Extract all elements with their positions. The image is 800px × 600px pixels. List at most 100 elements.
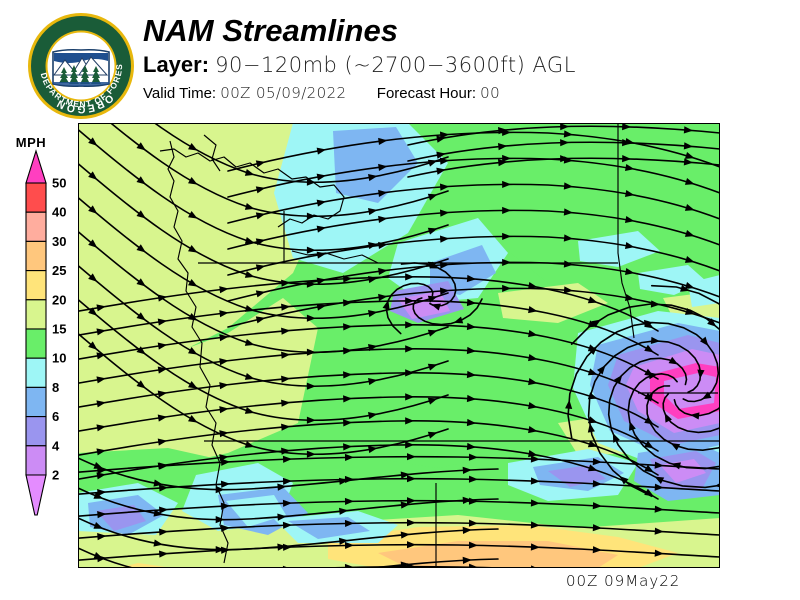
- colorbar-band: [25, 357, 47, 388]
- streamline-arrowhead: [619, 475, 629, 485]
- streamline-arrowhead: [436, 167, 446, 175]
- streamline-arrowhead: [565, 399, 573, 409]
- streamline-arrowhead: [96, 376, 106, 384]
- streamline-arrowhead: [343, 299, 353, 307]
- streamline: [227, 209, 720, 250]
- streamline-arrowhead: [654, 476, 665, 484]
- streamline-arrowhead: [612, 433, 620, 443]
- streamline-arrowhead: [136, 210, 146, 219]
- colorbar-tick-label: 50: [52, 176, 66, 191]
- map-panel[interactable]: [78, 123, 720, 568]
- streamline-arrowhead: [244, 372, 255, 380]
- streamline-arrowhead: [378, 293, 388, 302]
- field-region: [226, 495, 286, 527]
- streamline-arrowhead: [219, 334, 229, 342]
- streamline-arrowhead: [338, 537, 349, 545]
- streamline-arrowhead: [650, 336, 661, 345]
- streamline-arrowhead: [654, 461, 664, 469]
- streamline-arrowhead: [684, 152, 695, 159]
- streamline-arrowhead: [378, 215, 388, 224]
- streamline-arrowhead: [439, 261, 450, 269]
- colorbar-under-taper: [25, 474, 47, 516]
- title-block: NAM Streamlines Layer: 90−120mb (~2700−3…: [143, 14, 576, 103]
- coastline-path: [203, 134, 221, 172]
- colorbar-band: [25, 182, 47, 213]
- streamline-arrowhead: [497, 159, 508, 167]
- streamline-arrowhead: [429, 261, 440, 269]
- streamline-arrowhead: [563, 182, 574, 190]
- forecast-hour-value: 00: [480, 84, 501, 102]
- streamline-arrowhead: [407, 519, 417, 527]
- streamline-arrowhead: [697, 369, 705, 379]
- streamline-arrowhead: [255, 316, 266, 324]
- streamline-arrowhead: [707, 318, 717, 327]
- streamline-arrowhead: [367, 174, 378, 182]
- streamline-arrowhead: [528, 354, 538, 362]
- streamline: [227, 235, 720, 276]
- streamline-arrowhead: [466, 418, 477, 427]
- streamline-arrowhead: [244, 202, 255, 210]
- streamline-arrowhead: [219, 286, 229, 294]
- streamline-arrowhead: [405, 417, 415, 425]
- streamline-arrowhead: [624, 267, 635, 276]
- streamline-arrowhead: [277, 483, 287, 491]
- streamline-arrowhead: [96, 328, 106, 336]
- streamline-arrowhead: [624, 241, 635, 250]
- streamline: [78, 457, 499, 491]
- layer-line: Layer: 90−120mb (~2700−3600ft) AGL: [143, 52, 576, 78]
- streamline-arrowhead: [427, 363, 438, 371]
- streamline-arrowhead: [282, 543, 293, 551]
- streamline-arrowhead: [96, 472, 106, 480]
- streamline-arrowhead: [644, 440, 654, 449]
- streamline-arrowhead: [281, 447, 291, 455]
- streamline-arrowhead: [316, 251, 327, 259]
- streamline-arrowhead: [405, 321, 415, 329]
- streamline: [227, 157, 720, 198]
- colorbar-tick-label: 20: [52, 292, 66, 307]
- streamline-arrowhead: [158, 528, 169, 536]
- streamline-arrowhead: [88, 171, 98, 180]
- streamline-arrowhead: [624, 293, 635, 302]
- streamline-arrowhead: [281, 375, 291, 383]
- streamline-map[interactable]: [78, 123, 720, 568]
- streamline-arrowhead: [343, 371, 353, 379]
- streamline-arrowhead: [427, 431, 438, 439]
- streamline-arrowhead: [497, 127, 508, 135]
- streamline-arrowhead: [587, 296, 598, 304]
- streamline-arrowhead: [157, 390, 168, 398]
- streamline-arrowhead: [157, 414, 168, 422]
- streamline-arrowhead: [215, 546, 225, 554]
- colorbar-band: [25, 211, 47, 242]
- streamline-arrowhead: [684, 178, 695, 185]
- streamline-arrowhead: [466, 322, 477, 331]
- colorbar-band: [25, 299, 47, 330]
- streamline-arrowhead: [405, 393, 415, 401]
- layer-value: 90−120mb (~2700−3600ft) AGL: [215, 53, 576, 77]
- streamline-arrowhead: [282, 521, 293, 529]
- streamline-arrowhead: [405, 345, 415, 353]
- streamline-arrowhead: [378, 163, 388, 172]
- colorbar-over-arrow: [25, 149, 47, 184]
- streamline-arrowhead: [188, 279, 198, 287]
- streamline-arrowhead: [277, 543, 287, 551]
- streamline-arrowhead: [367, 310, 378, 318]
- streamline-arrowhead: [136, 142, 146, 151]
- streamline-arrowhead: [220, 480, 231, 488]
- streamline: [78, 517, 499, 551]
- streamline-arrowhead: [624, 189, 635, 198]
- streamline-arrowhead: [684, 204, 695, 211]
- field-region: [78, 563, 198, 568]
- streamline-arrowhead: [344, 519, 355, 528]
- streamline-arrowhead: [439, 183, 450, 191]
- streamline-arrowhead: [468, 453, 479, 461]
- streamline-arrowhead: [343, 323, 353, 331]
- streamline-arrowhead: [528, 282, 538, 290]
- streamline-arrowhead: [684, 256, 695, 263]
- streamline-arrowhead: [157, 342, 168, 350]
- streamline-arrowhead: [367, 378, 378, 386]
- streamline-arrowhead: [587, 464, 598, 472]
- streamline-arrowhead: [136, 278, 146, 287]
- streamline-arrowhead: [407, 475, 417, 483]
- streamline-arrowhead: [96, 448, 106, 456]
- streamline-arrowhead: [281, 303, 291, 311]
